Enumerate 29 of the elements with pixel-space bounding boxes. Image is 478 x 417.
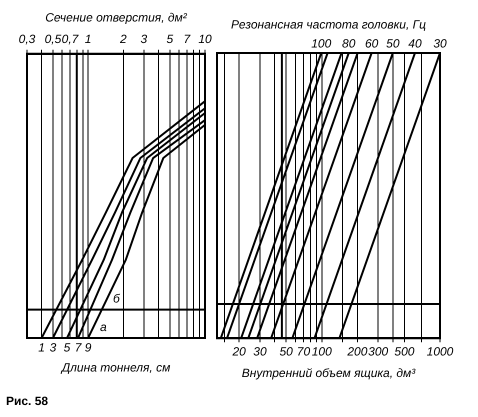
x-tick-label: 7 (184, 32, 192, 46)
x-tick-label: 20 (231, 344, 246, 359)
annotation: б (113, 291, 122, 306)
x-tick-label: 300 (368, 344, 389, 359)
x-tick-label: 3 (140, 32, 148, 46)
series-label: 9 (84, 340, 92, 354)
x-tick-label: 100 (312, 344, 332, 359)
x-tick-label: 30 (253, 344, 267, 359)
x-tick-label: 0,3 (18, 32, 36, 46)
series-label: 40 (408, 36, 422, 50)
x-tick-label: 1000 (426, 344, 454, 359)
x-tick-label: 70 (296, 344, 310, 359)
x-tick-label: 2 (118, 32, 127, 46)
x-tick-label: 10 (198, 32, 212, 46)
x-axis-title: Внутренний объем ящика, дм³ (242, 366, 416, 380)
x-tick-label: 200 (346, 344, 368, 359)
legend-title: Резонансная частота головки, Гц (230, 17, 426, 32)
x-tick-label: 5 (166, 32, 174, 46)
series-label: 80 (342, 36, 356, 50)
x-tick-label: 500 (394, 344, 415, 359)
legend-title: Длина тоннеля, см (60, 360, 170, 374)
x-tick-label: 50 (279, 344, 294, 359)
x-axis-title: Сечение отверстия, дм² (45, 10, 188, 25)
x-tick-label: 1 (84, 32, 92, 46)
x-tick-label: 0,5 (44, 32, 62, 46)
annotation: а (100, 320, 107, 334)
series-label: 60 (364, 36, 379, 50)
text: Рис. 58 (6, 394, 48, 408)
x-tick-label: 0,7 (62, 32, 80, 46)
